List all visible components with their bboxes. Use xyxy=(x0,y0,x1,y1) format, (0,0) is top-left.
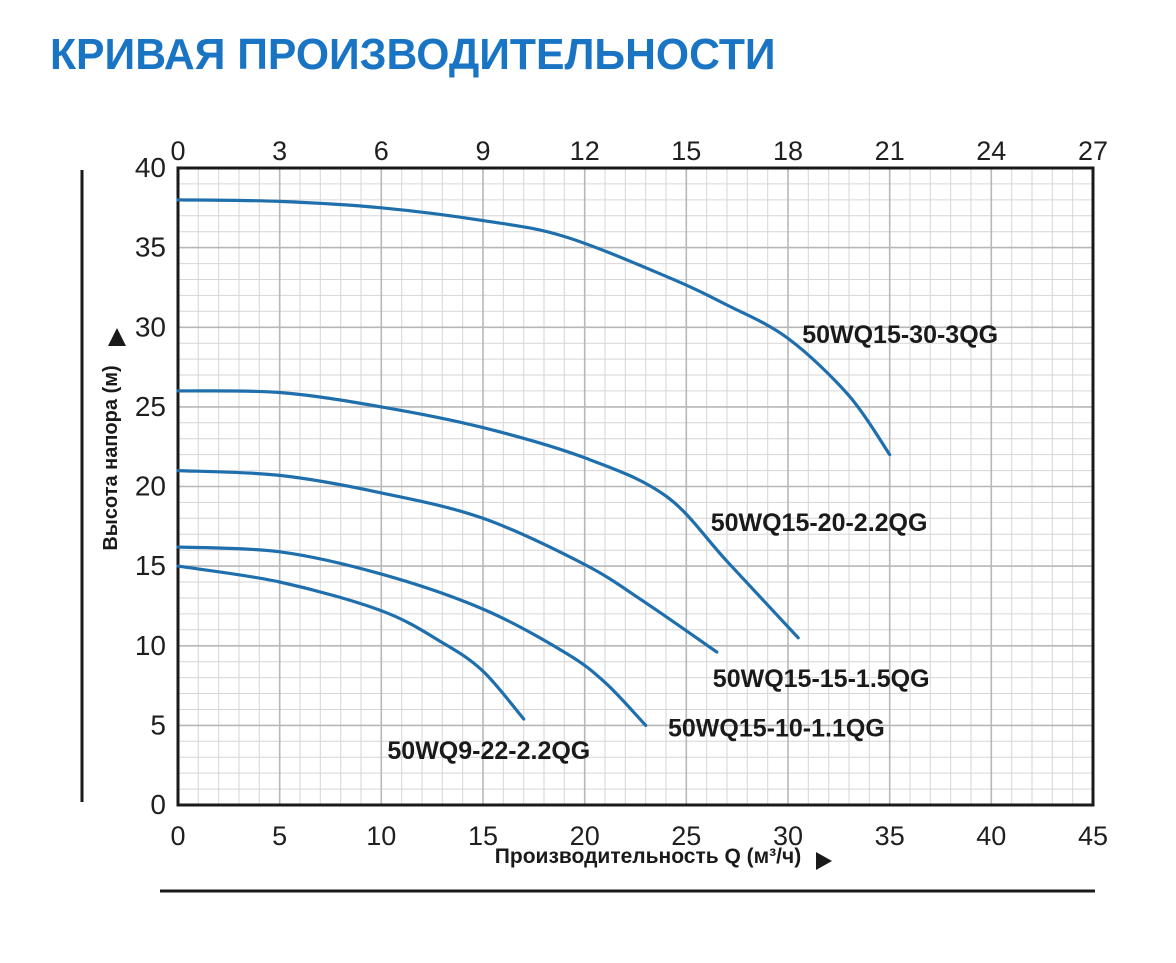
y-axis-tick-label: 10 xyxy=(135,630,166,661)
x-axis-tick-label: 40 xyxy=(976,821,1006,851)
y-axis-tick-label: 40 xyxy=(135,152,166,183)
pump-curve xyxy=(176,469,719,654)
curve-label: 50WQ15-15-1.5QG xyxy=(713,665,930,693)
x-axis-arrow-right-icon xyxy=(816,852,832,870)
page-title: КРИВАЯ ПРОИЗВОДИТЕЛЬНОСТИ xyxy=(50,30,776,79)
x-axis-tick-label: 30 xyxy=(773,821,803,851)
y-axis-tick-label: 20 xyxy=(135,471,166,502)
plot-border xyxy=(176,166,1095,807)
x-axis-top-tick-label: 24 xyxy=(976,136,1006,166)
x-axis-top-tick-label: 3 xyxy=(272,136,287,166)
y-axis-tick-label: 35 xyxy=(135,232,166,263)
y-axis-title: Высота напора (м) xyxy=(100,365,122,550)
x-axis-top-tick-label: 21 xyxy=(875,136,905,166)
y-axis-tick-label: 0 xyxy=(150,789,166,820)
x-axis-tick-label: 5 xyxy=(272,821,287,851)
x-axis-top-tick-label: 9 xyxy=(475,136,490,166)
x-axis-tick-label: 35 xyxy=(875,821,905,851)
x-axis-top-tick-label: 12 xyxy=(570,136,600,166)
pump-curve xyxy=(176,545,648,727)
y-axis-tick-label: 15 xyxy=(135,550,166,581)
x-axis-top-tick-label: 6 xyxy=(374,136,389,166)
pump-curve xyxy=(176,198,892,457)
x-axis-top-tick-label: 18 xyxy=(773,136,803,166)
y-axis-tick-label: 30 xyxy=(135,311,166,342)
x-axis-top-tick-label: 0 xyxy=(170,136,185,166)
x-axis-tick-label: 20 xyxy=(570,821,600,851)
curve-label: 50WQ15-10-1.1QG xyxy=(668,715,885,743)
x-axis-tick-label: 10 xyxy=(366,821,396,851)
curve-label: 50WQ15-20-2.2QG xyxy=(711,509,928,537)
pump-curve xyxy=(176,564,526,721)
y-axis-tick-label: 5 xyxy=(150,709,166,740)
x-axis-tick-label: 15 xyxy=(468,821,498,851)
curve-label: 50WQ9-22-2.2QG xyxy=(387,737,590,765)
y-axis-arrow-up-icon xyxy=(108,328,126,346)
x-axis-top-tick-label: 27 xyxy=(1078,136,1108,166)
x-axis-tick-label: 0 xyxy=(170,821,185,851)
pump-curve xyxy=(176,389,800,640)
x-axis-title: Производительность Q (м³/ч) xyxy=(495,845,801,868)
x-axis-top-tick-label: 15 xyxy=(671,136,701,166)
y-axis-tick-label: 25 xyxy=(135,391,166,422)
x-axis-tick-label: 45 xyxy=(1078,821,1108,851)
curve-label: 50WQ15-30-3QG xyxy=(802,321,998,349)
x-axis-tick-label: 25 xyxy=(671,821,701,851)
